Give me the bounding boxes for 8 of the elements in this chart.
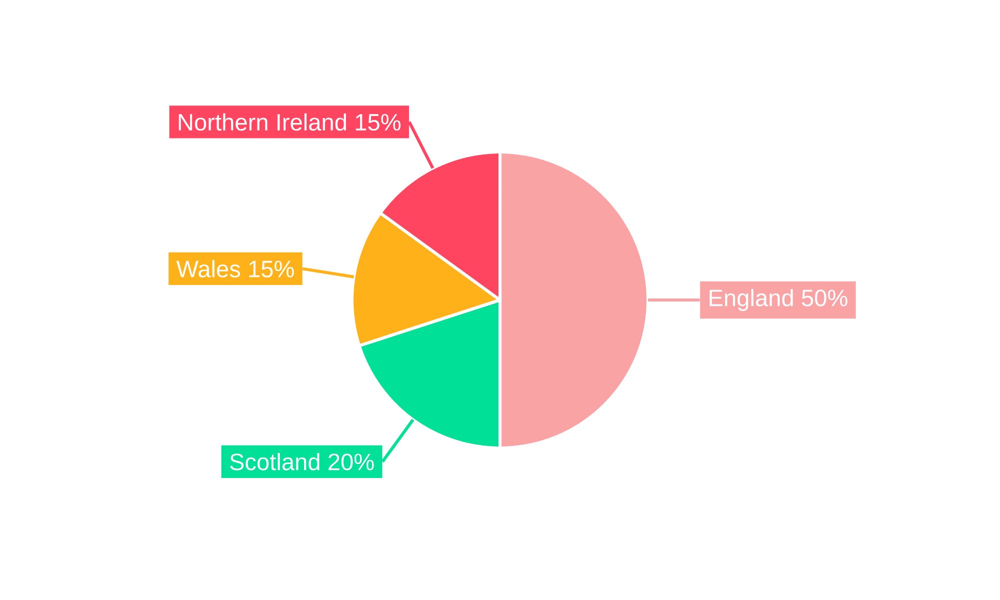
slice-label: Northern Ireland — [178, 113, 346, 131]
data-label: 15% — [356, 114, 401, 131]
data-label: 50% — [802, 290, 848, 306]
slice-label: Wales — [176, 260, 240, 278]
slice-label: England — [710, 289, 793, 312]
data-label: 15% — [249, 260, 294, 278]
slice-label: Scotland — [230, 452, 320, 470]
data-label: 20% — [328, 454, 374, 470]
